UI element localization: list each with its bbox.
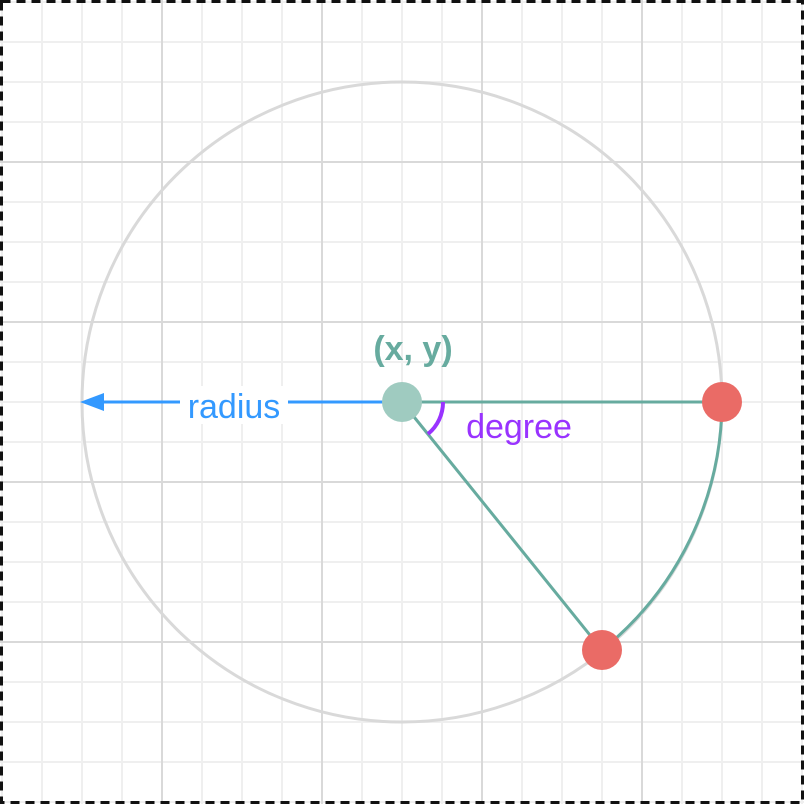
center-point xyxy=(382,382,422,422)
radius-label-background xyxy=(180,386,288,424)
end-point-right xyxy=(702,382,742,422)
angle-arc xyxy=(426,401,446,436)
radius-label: radius xyxy=(188,388,281,426)
angle-label: degree xyxy=(466,408,572,446)
sector-radius-diagonal xyxy=(400,401,604,651)
end-point-bottom xyxy=(582,630,622,670)
center-label: (x, y) xyxy=(373,330,452,368)
sector-arc xyxy=(601,401,724,652)
arrowhead-left-icon xyxy=(80,393,104,411)
